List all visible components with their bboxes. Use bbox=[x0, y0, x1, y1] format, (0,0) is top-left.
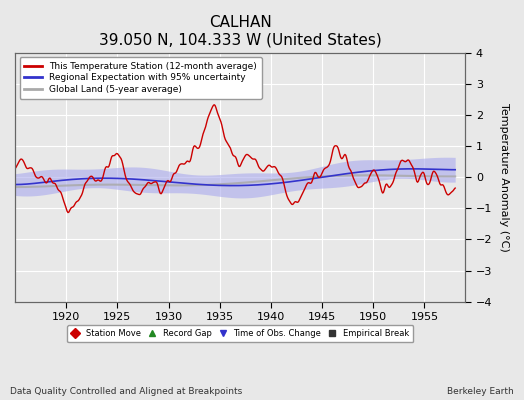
Text: Data Quality Controlled and Aligned at Breakpoints: Data Quality Controlled and Aligned at B… bbox=[10, 387, 243, 396]
Text: Berkeley Earth: Berkeley Earth bbox=[447, 387, 514, 396]
Legend: Station Move, Record Gap, Time of Obs. Change, Empirical Break: Station Move, Record Gap, Time of Obs. C… bbox=[67, 325, 413, 342]
Title: CALHAN
39.050 N, 104.333 W (United States): CALHAN 39.050 N, 104.333 W (United State… bbox=[99, 15, 381, 47]
Y-axis label: Temperature Anomaly (°C): Temperature Anomaly (°C) bbox=[499, 103, 509, 252]
